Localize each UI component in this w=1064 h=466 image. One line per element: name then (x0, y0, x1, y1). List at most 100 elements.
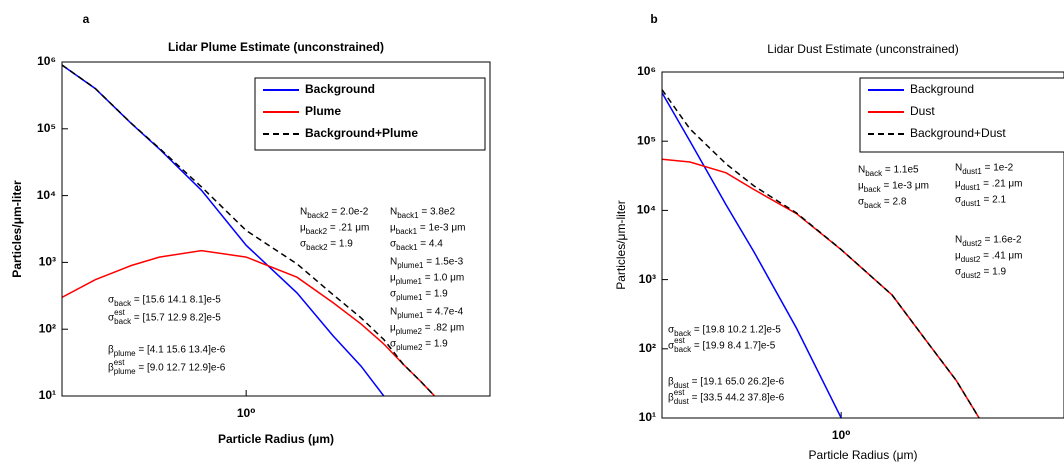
x-tick-label: 10⁰ (237, 406, 256, 420)
annotation-text: = 2.0e-2 (329, 207, 369, 218)
annotation-text: = 1e-3 μm (881, 181, 929, 192)
annotation-symbol: σ (300, 239, 307, 250)
x-tick-label: 10⁰ (832, 428, 851, 442)
x-axis-label: Particle Radius (μm) (809, 448, 918, 462)
annotation-symbol: β (108, 345, 114, 356)
annotation-text: = 1.0 μm (422, 273, 464, 284)
annotation-text: = 1.5e-3 (423, 257, 463, 268)
annotation-subscript: plume (114, 349, 136, 358)
annotation-text: = 1.9 (328, 239, 354, 250)
annotation-superscript: est (114, 358, 125, 367)
annotation-symbol: β (668, 377, 674, 388)
annotation-symbol: μ (390, 223, 396, 234)
annotation-subscript: back2 (307, 211, 329, 220)
y-tick-label: 10⁶ (37, 54, 56, 68)
annotation-text: = 4.4 (418, 239, 444, 250)
annotation-subscript: back1 (397, 211, 419, 220)
annotation-subscript: dust2 (962, 239, 982, 248)
annotation-symbol: N (858, 165, 865, 176)
x-axis-label: Particle Radius (μm) (218, 432, 334, 446)
annotation-subscript: plume1 (396, 277, 423, 286)
annotation-subscript: plume2 (396, 343, 423, 352)
annotation-symbol: μ (390, 273, 396, 284)
legend-label: Plume (305, 104, 341, 118)
annotation-symbol: σ (668, 325, 675, 336)
annotation-subscript: back (865, 169, 883, 178)
annotation-subscript: dust2 (961, 271, 981, 280)
annotation-symbol: β (108, 363, 114, 374)
y-tick-label: 10⁵ (37, 121, 56, 135)
annotation-subscript: back (674, 345, 692, 354)
annotation-symbol: N (390, 207, 397, 218)
chart-title: Lidar Plume Estimate (unconstrained) (168, 40, 384, 54)
annotation-text: = 2.8 (881, 197, 907, 208)
y-tick-label: 10⁴ (637, 203, 656, 217)
annotation-text: = [19.9 8.4 1.7]e-5 (691, 341, 776, 352)
y-tick-label: 10⁶ (637, 64, 656, 78)
annotation-symbol: μ (955, 179, 961, 190)
annotation-text: = [19.8 10.2 1.2]e-5 (691, 325, 781, 336)
annotation-symbol: N (955, 235, 962, 246)
annotation-symbol: N (390, 307, 397, 318)
annotation-subscript: dust (674, 397, 690, 406)
chart-title: Lidar Dust Estimate (unconstrained) (767, 42, 958, 56)
annotation-subscript: plume1 (397, 311, 424, 320)
annotation-text: = 1e-3 μm (417, 223, 465, 234)
annotation-text: = 4.7e-4 (423, 307, 463, 318)
annotation-symbol: σ (108, 295, 115, 306)
annotation-superscript: est (674, 336, 685, 345)
annotation-subscript: plume1 (396, 293, 423, 302)
y-tick-label: 10³ (639, 272, 656, 286)
annotation-symbol: σ (955, 195, 962, 206)
annotation-subscript: plume2 (396, 327, 423, 336)
annotation-text: = 1.9 (422, 339, 448, 350)
annotation-subscript: dust1 (962, 167, 982, 176)
annotation-subscript: back1 (396, 243, 418, 252)
annotation-text: = 3.8e2 (419, 207, 456, 218)
legend-label: Dust (910, 104, 935, 118)
annotation-symbol: σ (390, 339, 397, 350)
panel-label: b (650, 12, 657, 26)
annotation-text: = 1e-2 (982, 163, 1014, 174)
annotation-text: = [33.5 44.2 37.8]e-6 (689, 393, 785, 404)
series-line (62, 64, 436, 396)
annotation-text: = .21 μm (327, 223, 369, 234)
annotation-subscript: back2 (306, 227, 328, 236)
legend-label: Background (305, 82, 375, 96)
annotation-text: = [15.7 12.9 8.2]e-5 (131, 313, 221, 324)
plot-frame (61, 61, 491, 397)
y-tick-label: 10⁵ (637, 133, 656, 147)
annotation-symbol: N (390, 257, 397, 268)
annotation-subscript: dust1 (961, 183, 981, 192)
annotation-superscript: est (674, 388, 685, 397)
legend-label: Background+Dust (910, 126, 1006, 140)
y-tick-label: 10² (639, 341, 656, 355)
annotation-subscript: plume (114, 367, 136, 376)
annotation-subscript: back (674, 329, 692, 338)
annotation-text: = 2.1 (981, 195, 1007, 206)
y-axis-label: Particles/μm-liter (614, 200, 628, 290)
annotation-symbol: σ (858, 197, 865, 208)
annotation-symbol: σ (955, 267, 962, 278)
series-line (662, 89, 980, 418)
y-tick-label: 10⁴ (37, 188, 56, 202)
y-tick-label: 10³ (39, 255, 56, 269)
annotation-text: = 1.9 (981, 267, 1007, 278)
annotation-symbol: μ (300, 223, 306, 234)
legend-label: Background+Plume (305, 126, 418, 140)
annotation-subscript: back (114, 317, 132, 326)
annotation-text: = .21 μm (980, 179, 1022, 190)
annotation-text: = 1.9 (422, 289, 448, 300)
legend-label: Background (910, 82, 974, 96)
annotation-symbol: N (955, 163, 962, 174)
annotation-symbol: σ (668, 341, 675, 352)
annotation-subscript: plume1 (397, 261, 424, 270)
annotation-symbol: μ (858, 181, 864, 192)
annotation-subscript: back2 (306, 243, 328, 252)
annotation-superscript: est (114, 308, 125, 317)
y-tick-label: 10¹ (639, 410, 656, 424)
annotation-subscript: back1 (396, 227, 418, 236)
y-tick-label: 10² (39, 321, 56, 335)
annotation-symbol: μ (955, 251, 961, 262)
